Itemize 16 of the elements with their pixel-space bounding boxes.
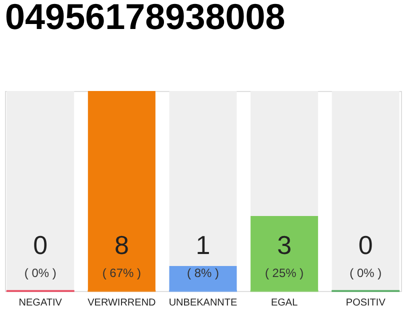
annotation: ( 67% ) xyxy=(102,266,142,280)
chart-title: 04956178938008 xyxy=(5,0,286,37)
annotation: ( 25% ) xyxy=(264,266,304,280)
x-tick-label: POSITIV xyxy=(346,298,386,308)
data-label: 0 xyxy=(358,230,373,260)
x-tick-label: EGAL xyxy=(270,298,298,308)
x-tick-label: NEGATIV xyxy=(18,298,62,308)
data-label: 1 xyxy=(196,230,210,260)
annotation: ( 8% ) xyxy=(186,266,220,280)
x-tick-label: VERWIRREND xyxy=(88,298,156,308)
data-label: 8 xyxy=(114,230,129,260)
x-tick-label: UNBEKANNTE xyxy=(168,298,238,308)
data-label: 3 xyxy=(277,230,292,260)
data-label: 0 xyxy=(33,230,48,260)
annotation: ( 0% ) xyxy=(350,266,382,280)
annotation: ( 0% ) xyxy=(24,266,56,280)
